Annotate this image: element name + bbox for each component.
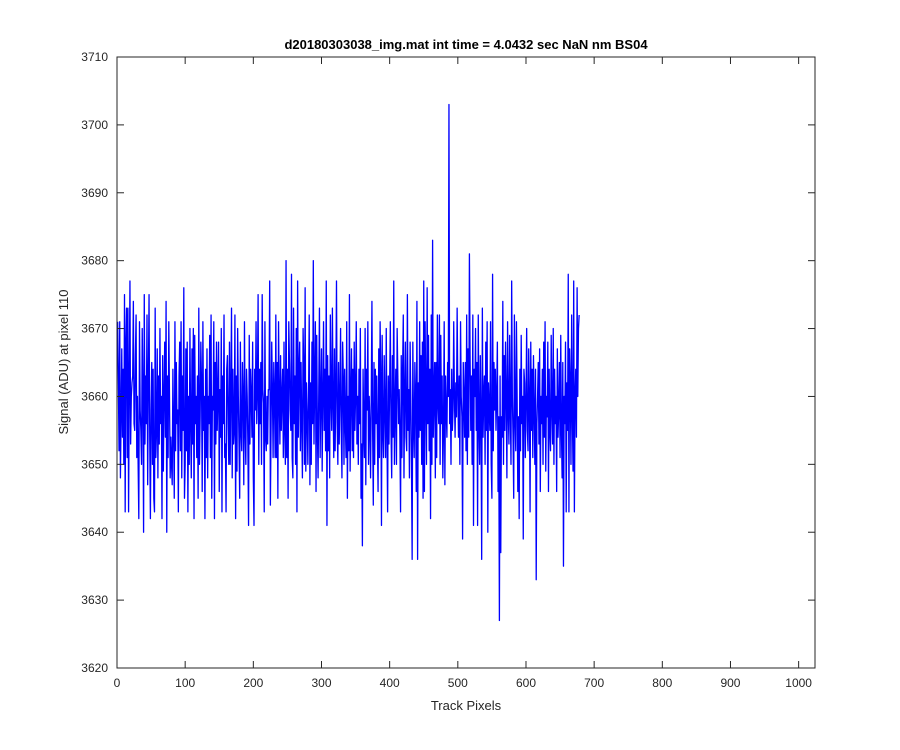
- x-tick-label: 0: [114, 676, 121, 690]
- x-tick-label: 200: [243, 676, 263, 690]
- y-tick-label: 3630: [81, 593, 108, 607]
- y-tick-label: 3660: [81, 389, 108, 403]
- y-tick-label: 3670: [81, 322, 108, 336]
- y-axis: 3620 3630 3640 3650 3660 3670 3680 3690 3700 3710: [81, 50, 815, 675]
- x-axis: 0 100 200 300 400 500 600 700 800 900 1000: [114, 57, 812, 690]
- chart-title: d20180303038_img.mat int time = 4.0432 s…: [284, 37, 648, 52]
- x-tick-label: 900: [720, 676, 740, 690]
- y-tick-label: 3680: [81, 254, 108, 268]
- y-tick-label: 3620: [81, 661, 108, 675]
- y-tick-label: 3710: [81, 50, 108, 64]
- series-layer: [117, 103, 580, 622]
- plot-frame: [116, 56, 816, 669]
- series-line-1: [117, 103, 580, 622]
- y-tick-label: 3650: [81, 457, 108, 471]
- x-tick-label: 1000: [785, 676, 812, 690]
- x-tick-label: 700: [584, 676, 604, 690]
- y-tick-label: 3690: [81, 186, 108, 200]
- y-tick-label: 3700: [81, 118, 108, 132]
- x-tick-label: 300: [311, 676, 331, 690]
- x-tick-label: 400: [380, 676, 400, 690]
- y-tick-label: 3640: [81, 525, 108, 539]
- x-tick-label: 500: [448, 676, 468, 690]
- y-axis-label: Signal (ADU) at pixel 110: [56, 290, 71, 435]
- x-tick-label: 600: [516, 676, 536, 690]
- x-tick-label: 800: [652, 676, 672, 690]
- x-axis-label: Track Pixels: [431, 698, 502, 713]
- x-tick-label: 100: [175, 676, 195, 690]
